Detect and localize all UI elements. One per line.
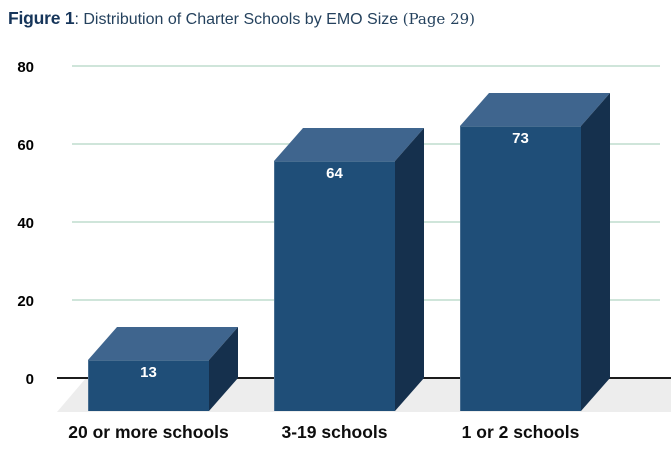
gridline-80: [72, 65, 660, 67]
bar-front-1: [88, 360, 209, 411]
y-tick-label-20: 20: [17, 293, 34, 310]
chart-title-text: : Distribution of Charter Schools by EMO…: [74, 11, 403, 28]
bar-value-label-3: 73: [512, 130, 529, 147]
y-tick-label-80: 80: [17, 59, 34, 76]
y-tick-label-60: 60: [17, 137, 34, 154]
page-reference: (Page 29): [402, 10, 476, 28]
chart-title: Figure 1: Distribution of Charter School…: [8, 8, 475, 29]
bar-value-label-1: 13: [140, 364, 157, 381]
x-category-label-3: 1 or 2 schools: [461, 422, 580, 442]
x-category-label-2: 3-19 schools: [281, 422, 388, 442]
y-tick-label-0: 0: [25, 371, 34, 388]
figure-label: Figure 1: [8, 8, 75, 28]
x-category-label-1: 20 or more schools: [68, 422, 229, 442]
bar-front-3: [460, 126, 581, 411]
bar-front-2: [274, 161, 395, 411]
bar-value-label-2: 64: [326, 165, 343, 182]
y-tick-label-40: 40: [17, 215, 34, 232]
